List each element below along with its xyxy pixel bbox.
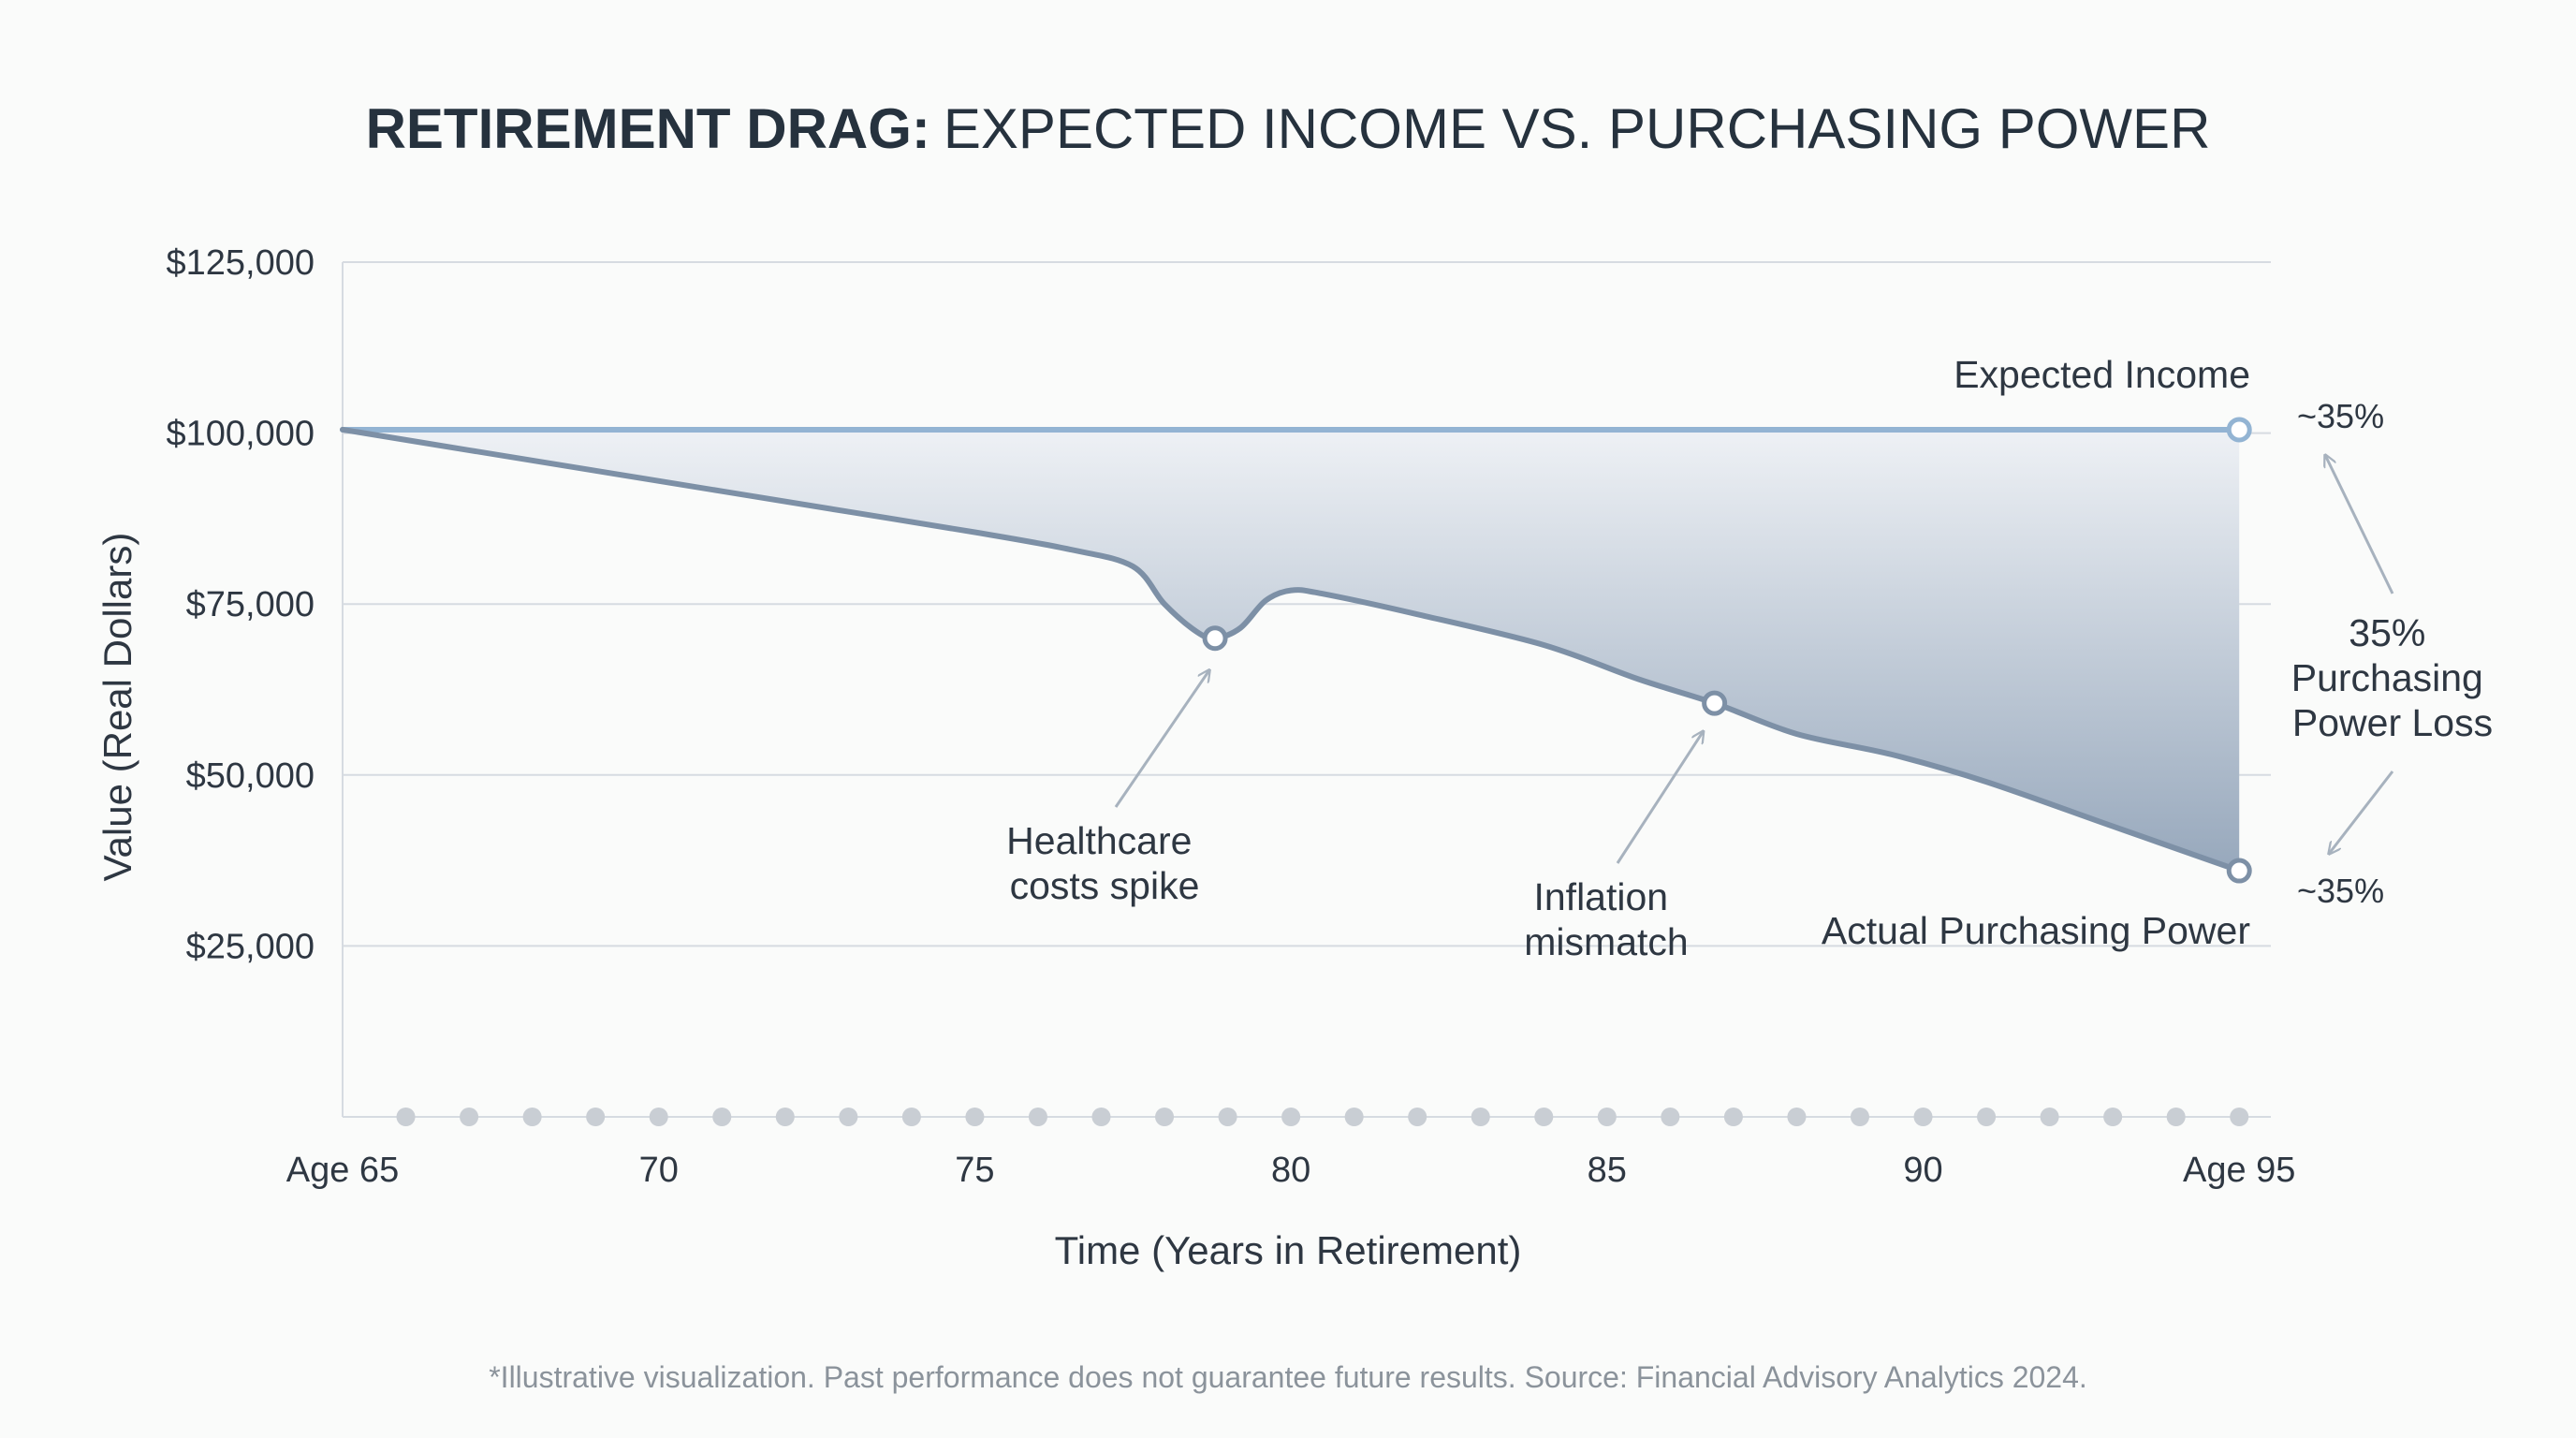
timeline-dot-14 [1281,1108,1301,1126]
annotation-loss-line-3: Power Loss [2292,701,2493,744]
timeline-dot-3 [586,1108,606,1126]
timeline-dot-8 [901,1108,921,1126]
timeline-dot-2 [522,1108,542,1126]
y-tick-label-2: $75,000 [186,585,315,624]
timeline-dot-7 [839,1108,858,1126]
x-tick-label-2: 75 [955,1151,994,1190]
timeline-dot-11 [1091,1108,1111,1126]
loss-arrow-down [2329,770,2394,854]
timeline-dot-12 [1155,1108,1175,1126]
annotation-inflation-line-1: Inflation [1533,875,1668,918]
timeline-dot-29 [2230,1108,2249,1126]
x-tick-label-6: Age 95 [2183,1151,2295,1190]
y-tick-label-4: $25,000 [186,927,315,966]
x-tick-label-0: Age 65 [286,1151,399,1190]
timeline-dot-28 [2166,1108,2186,1126]
data-marker-3 [2226,858,2252,884]
chart-title: RETIREMENT DRAG: EXPECTED INCOME VS. PURC… [366,97,2211,160]
data-marker-1 [1202,625,1228,652]
loss-area [343,429,2240,872]
timeline-dot-17 [1471,1108,1490,1126]
annotation-healthcare-line-2: costs spike [1010,864,1200,907]
timeline-dot-19 [1597,1108,1617,1126]
timeline-dot-15 [1344,1108,1364,1126]
annotation-healthcare: Healthcare costs spike [1006,819,1203,907]
y-tick-labels: $125,000 $100,000 $75,000 $50,000 $25,000 [167,243,315,966]
annotation-loss-line-2: Purchasing [2291,656,2483,699]
timeline-dot-16 [1408,1108,1427,1126]
timeline-dot-13 [1218,1108,1237,1126]
x-tick-label-3: 80 [1271,1151,1310,1190]
annotation-purchasing-power-loss: 35% Purchasing Power Loss [2291,611,2495,744]
timeline-dot-22 [1787,1108,1807,1126]
timeline-dot-26 [2040,1108,2059,1126]
actual-power-end-label: ~35% [2297,872,2384,910]
timeline-dots [396,1108,2249,1126]
x-tick-label-1: 70 [639,1151,679,1190]
timeline-dot-10 [1028,1108,1047,1126]
x-tick-label-4: 85 [1588,1151,1627,1190]
timeline-dot-1 [460,1108,479,1126]
y-tick-label-3: $50,000 [186,756,315,796]
chart-title-rest: EXPECTED INCOME VS. PURCHASING POWER [944,97,2211,160]
series-lines [340,426,2243,874]
data-marker-2 [1702,690,1728,716]
annotation-loss-line-1: 35% [2349,611,2425,654]
timeline-dot-27 [2103,1108,2123,1126]
y-tick-label-0: $125,000 [167,243,315,283]
y-tick-label-1: $100,000 [167,415,315,454]
inflation-arrow [1616,731,1704,864]
timeline-dot-18 [1534,1108,1554,1126]
series-label-actual-purchasing-power: Actual Purchasing Power [1822,909,2250,952]
x-tick-label-5: 90 [1903,1151,1942,1190]
data-marker-0 [2226,417,2252,443]
actual-purchasing-power-line [340,426,2243,874]
annotation-inflation-line-2: mismatch [1524,920,1688,963]
footnote: *Illustrative visualization. Past perfor… [489,1360,2087,1394]
timeline-dot-0 [396,1108,416,1126]
loss-arrow-up [2325,455,2394,594]
annotation-arrows [1114,455,2394,864]
timeline-dot-23 [1850,1108,1869,1126]
annotation-inflation: Inflation mismatch [1524,875,1688,963]
x-axis-label: Time (Years in Retirement) [1055,1228,1522,1272]
annotation-healthcare-line-1: Healthcare [1006,819,1192,862]
x-tick-labels: Age 65 70 75 80 85 90 Age 95 [286,1151,2296,1190]
timeline-dot-24 [1913,1108,1933,1126]
timeline-dot-4 [649,1108,668,1126]
timeline-dot-6 [775,1108,795,1126]
timeline-dot-5 [712,1108,732,1126]
healthcare-arrow [1114,670,1209,808]
y-axis-label: Value (Real Dollars) [95,533,139,882]
data-markers [1202,417,2252,884]
timeline-dot-9 [965,1108,985,1126]
timeline-dot-25 [1977,1108,1997,1126]
expected-income-end-label: ~35% [2297,397,2384,435]
chart-title-bold: RETIREMENT DRAG: [366,97,930,160]
series-label-expected-income: Expected Income [1954,353,2250,396]
timeline-dot-20 [1661,1108,1680,1126]
timeline-dot-21 [1723,1108,1743,1126]
loss-area-fill [343,429,2240,872]
